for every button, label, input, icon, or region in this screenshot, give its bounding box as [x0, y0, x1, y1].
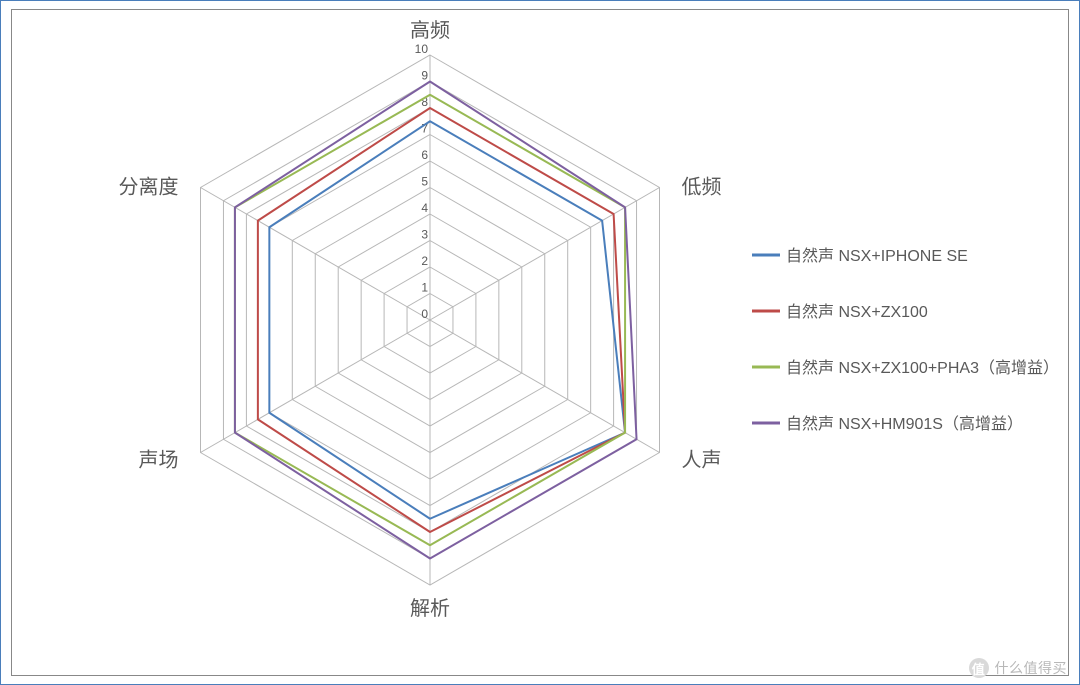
watermark-text: 什么值得买	[995, 658, 1068, 678]
tick-label: 0	[421, 307, 428, 321]
tick-label: 5	[421, 175, 428, 189]
chart-outer-frame: 012345678910高频低频人声解析声场分离度自然声 NSX+IPHONE …	[0, 0, 1080, 685]
axis-label: 低频	[681, 176, 721, 199]
legend-item: 自然声 NSX+HM901S（高增益）	[752, 415, 1023, 433]
axis-label: 解析	[410, 597, 450, 620]
watermark-icon: 值	[969, 658, 989, 678]
axis-label: 人声	[681, 449, 721, 472]
legend-label: 自然声 NSX+ZX100+PHA3（高增益）	[786, 359, 1059, 377]
axis-label: 高频	[410, 19, 450, 42]
legend-item: 自然声 NSX+ZX100+PHA3（高增益）	[752, 359, 1059, 377]
legend-item: 自然声 NSX+ZX100	[752, 303, 928, 321]
radar-chart: 012345678910高频低频人声解析声场分离度自然声 NSX+IPHONE …	[12, 10, 1070, 677]
tick-label: 6	[421, 148, 428, 162]
legend-label: 自然声 NSX+IPHONE SE	[786, 247, 968, 265]
watermark: 值 什么值得买	[969, 658, 1068, 678]
legend-label: 自然声 NSX+ZX100	[786, 303, 928, 321]
series-line-3	[235, 82, 637, 559]
tick-label: 9	[421, 69, 428, 83]
tick-label: 3	[421, 228, 428, 242]
legend-item: 自然声 NSX+IPHONE SE	[752, 247, 968, 265]
tick-label: 1	[421, 281, 428, 295]
tick-label: 4	[421, 201, 428, 215]
axis-label: 分离度	[119, 176, 179, 199]
tick-label: 10	[415, 42, 429, 56]
chart-inner-frame: 012345678910高频低频人声解析声场分离度自然声 NSX+IPHONE …	[11, 9, 1069, 676]
legend-label: 自然声 NSX+HM901S（高增益）	[786, 415, 1023, 433]
tick-label: 2	[421, 254, 428, 268]
axis-label: 声场	[139, 449, 179, 472]
